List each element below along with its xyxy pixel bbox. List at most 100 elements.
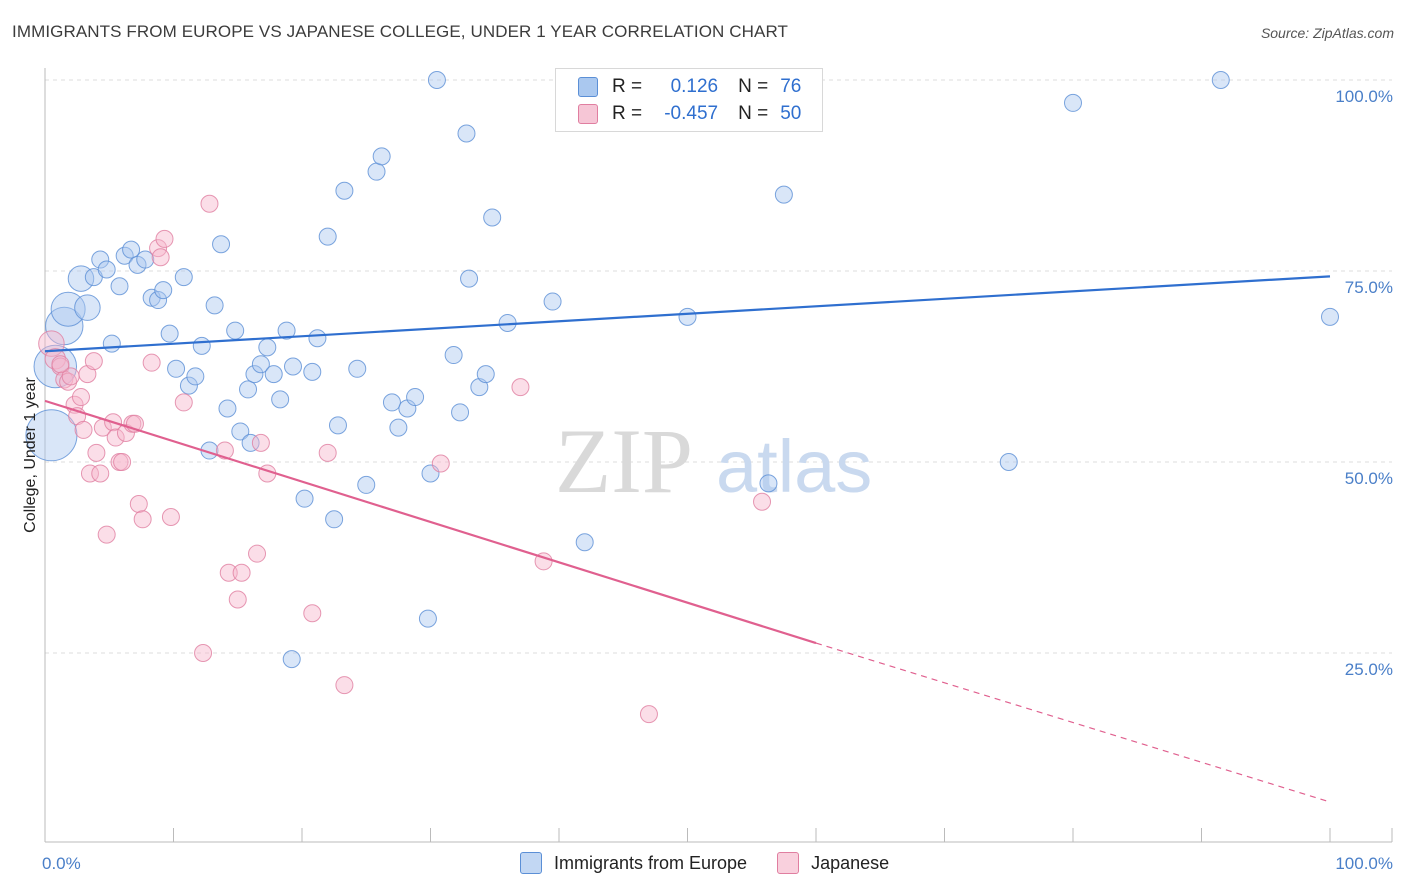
x-tick-label: 0.0% (42, 854, 81, 873)
source-credit: Source: ZipAtlas.com (1260, 25, 1394, 41)
series-legend: Immigrants from Europe Japanese (520, 852, 919, 874)
data-point (87, 443, 106, 462)
data-point (78, 365, 97, 384)
data-point (258, 338, 277, 357)
data-point (318, 443, 337, 462)
data-point (51, 355, 70, 374)
data-point (451, 403, 470, 422)
data-point (102, 334, 121, 353)
data-point (431, 454, 450, 473)
data-point (470, 378, 489, 397)
data-point (389, 418, 408, 437)
data-point (1321, 307, 1339, 326)
data-point (774, 185, 793, 204)
data-point (753, 492, 772, 511)
data-point (74, 420, 93, 439)
data-point (382, 393, 401, 412)
x-tick-label: 100.0% (1335, 854, 1393, 873)
watermark-atlas: atlas (716, 425, 872, 508)
data-point (406, 388, 425, 407)
data-point (476, 365, 495, 384)
data-point (303, 362, 322, 381)
data-point (444, 346, 463, 365)
y-tick-label: 50.0% (1345, 469, 1393, 488)
data-point (44, 348, 66, 370)
data-point (205, 296, 224, 315)
watermark: ZIP atlas (555, 410, 872, 512)
data-point (192, 336, 211, 355)
data-point (74, 294, 101, 321)
data-point (179, 376, 198, 395)
data-point (186, 367, 205, 386)
data-point (200, 194, 219, 213)
blue-square-icon (520, 852, 542, 874)
data-point (357, 475, 376, 494)
data-point (511, 378, 530, 397)
data-point (295, 489, 314, 508)
legend-item-immigrants[interactable]: Immigrants from Europe (520, 852, 747, 874)
data-point (91, 250, 110, 269)
data-point (161, 508, 180, 527)
data-point (97, 525, 116, 544)
data-point (284, 357, 303, 376)
legend-r-label: R = (612, 76, 643, 97)
y-tick-label: 25.0% (1345, 660, 1393, 679)
pink-swatch-icon (578, 104, 598, 124)
y-tick-label: 100.0% (1335, 87, 1393, 106)
chart-title: IMMIGRANTS FROM EUROPE VS JAPANESE COLLE… (12, 22, 789, 41)
data-point (226, 321, 245, 340)
data-point (113, 453, 132, 471)
data-point (372, 147, 391, 166)
data-point (308, 329, 327, 348)
legend-r-value: -0.457 (664, 103, 719, 124)
data-point (110, 277, 129, 296)
data-point (575, 533, 594, 552)
data-point (154, 281, 173, 300)
data-point (460, 269, 479, 288)
tick-labels: 25.0% 50.0% 75.0% 100.0% 0.0% 100.0% (42, 87, 1393, 873)
data-point (264, 365, 283, 384)
data-point (639, 705, 658, 724)
data-point (335, 676, 354, 695)
data-point (174, 268, 193, 287)
data-point (80, 464, 99, 483)
data-point (277, 321, 296, 340)
legend-row-blue: R = 0.126 N = 76 (578, 75, 801, 99)
data-point (167, 359, 186, 378)
data-point (678, 307, 697, 326)
axes (44, 68, 1393, 843)
data-point (160, 324, 179, 343)
data-point (427, 71, 446, 89)
data-point (232, 563, 251, 582)
data-point (335, 181, 354, 200)
data-point (122, 240, 141, 259)
data-point (91, 464, 110, 483)
data-point (248, 544, 267, 563)
data-point (367, 162, 386, 181)
data-point (239, 380, 258, 399)
data-point (106, 428, 125, 447)
data-point (251, 433, 270, 452)
data-point (543, 292, 562, 311)
legend-n-value: 50 (780, 103, 802, 124)
y-axis-label: College, Under 1 year (22, 377, 39, 533)
data-point (999, 453, 1018, 471)
legend-item-japanese[interactable]: Japanese (777, 852, 889, 874)
data-point (231, 422, 250, 441)
data-point (212, 235, 231, 254)
data-point (142, 353, 161, 372)
data-point (149, 291, 168, 310)
legend-n-label: N = (738, 103, 769, 124)
data-point (136, 250, 155, 269)
legend-label: Immigrants from Europe (554, 852, 748, 873)
data-point (418, 609, 437, 628)
data-point (241, 433, 260, 452)
data-point (457, 124, 476, 143)
watermark-zip: ZIP (555, 410, 693, 512)
data-point (759, 474, 778, 493)
legend-n-value: 76 (780, 76, 802, 97)
data-point (133, 510, 152, 529)
data-point (251, 355, 270, 374)
data-point (155, 229, 174, 248)
